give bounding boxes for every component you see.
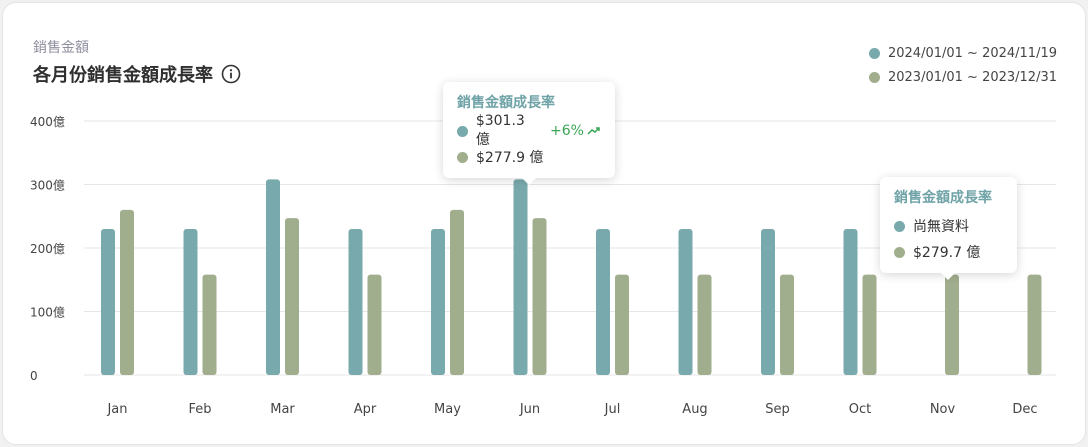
chart-legend: 2024/01/01 ~ 2024/11/19 2023/01/01 ~ 202… (868, 41, 1057, 89)
card-eyebrow: 銷售金額 (33, 40, 89, 56)
bar-previous-feb (202, 274, 217, 375)
tooltip-title: 銷售金額成長率 (457, 95, 555, 111)
bar-previous-jul (615, 274, 629, 375)
y-tick-label: 200億 (30, 242, 65, 256)
bar-previous-nov (945, 274, 959, 375)
x-tick-label: Feb (188, 402, 211, 417)
bar-previous-sep (780, 274, 794, 375)
legend-label-previous: 2023/01/01 ~ 2023/12/31 (887, 69, 1057, 85)
legend-dot-current (868, 47, 880, 59)
tooltip-row-previous: $279.7 億 (894, 239, 1003, 265)
bar-current-jan (101, 228, 115, 375)
bar-previous-apr (367, 274, 382, 375)
chart-title: 各月份銷售金額成長率 (33, 65, 213, 86)
bar-current-jun (513, 179, 528, 375)
bar-current-jul (596, 228, 610, 375)
bar-previous-jun (532, 218, 547, 375)
x-tick-label: Jan (106, 402, 127, 417)
tooltip-growth: +6% (550, 123, 601, 139)
y-tick-label: 400億 (30, 115, 65, 129)
tooltip-current-value: 尚無資料 (913, 219, 969, 235)
tooltip-nov: 銷售金額成長率 尚無資料 $279.7 億 (880, 177, 1017, 280)
info-circle-icon[interactable] (221, 64, 241, 84)
tooltip-dot-previous (457, 151, 468, 163)
bar-current-mar (266, 179, 280, 375)
x-tick-label: Jun (519, 402, 540, 417)
tooltip-dot-current (457, 125, 468, 137)
legend-item-previous[interactable]: 2023/01/01 ~ 2023/12/31 (868, 65, 1057, 89)
legend-label-current: 2024/01/01 ~ 2024/11/19 (887, 45, 1057, 61)
bar-previous-jan (120, 209, 134, 375)
bar-current-feb (183, 228, 198, 375)
legend-item-current[interactable]: 2024/01/01 ~ 2024/11/19 (868, 41, 1057, 65)
x-tick-label: Aug (682, 402, 707, 417)
x-tick-label: May (434, 402, 461, 417)
tooltip-jun: 銷售金額成長率 $301.3 億 +6% $277.9 億 (443, 82, 615, 185)
x-tick-label: Mar (270, 402, 295, 417)
y-tick-label: 300億 (30, 179, 65, 193)
tooltip-dot-previous (894, 246, 905, 258)
bar-previous-may (450, 209, 464, 375)
bar-previous-oct (862, 274, 877, 375)
y-tick-label: 0 (30, 369, 38, 383)
tooltip-row-current: 尚無資料 (894, 213, 1003, 239)
x-tick-label: Jul (604, 402, 621, 417)
x-tick-label: Dec (1012, 402, 1037, 417)
bar-previous-dec (1027, 274, 1042, 375)
tooltip-growth-value: +6% (550, 123, 584, 139)
tooltip-row-current: $301.3 億 +6% (457, 113, 601, 148)
tooltip-title: 銷售金額成長率 (894, 190, 992, 206)
trend-up-icon (587, 127, 600, 135)
tooltip-current-value: $301.3 億 (475, 113, 525, 148)
title-row: 各月份銷售金額成長率 (33, 61, 241, 87)
x-tick-label: Oct (849, 402, 871, 417)
x-tick-label: Nov (930, 402, 956, 417)
legend-dot-previous (868, 71, 880, 83)
bar-current-may (431, 228, 445, 375)
x-tick-label: Sep (765, 402, 790, 417)
tooltip-previous-value: $279.7 億 (913, 245, 981, 261)
tooltip-previous-value: $277.9 億 (476, 150, 544, 166)
bar-current-oct (843, 228, 858, 375)
bar-previous-mar (285, 218, 299, 375)
tooltip-dot-current (894, 220, 905, 232)
bar-current-aug (678, 228, 693, 375)
y-tick-label: 100億 (30, 306, 65, 320)
bar-current-apr (348, 228, 363, 375)
x-tick-label: Apr (354, 402, 377, 417)
bar-current-sep (761, 228, 775, 375)
bar-previous-aug (697, 274, 712, 375)
tooltip-row-previous: $277.9 億 (457, 144, 601, 170)
